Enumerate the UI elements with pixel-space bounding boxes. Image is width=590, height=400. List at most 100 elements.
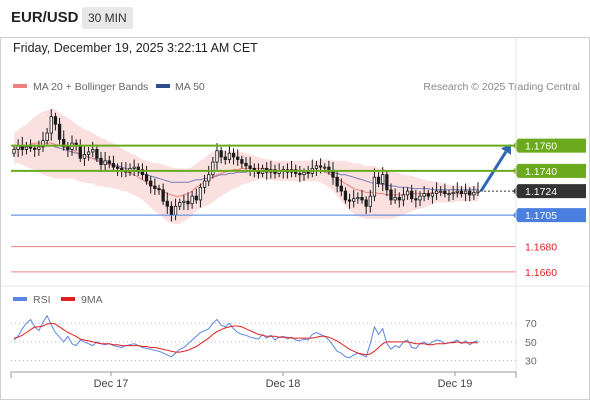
candle-body [455,190,459,193]
rsi-plot: 70 50 30 [11,314,537,368]
candle-body [231,152,236,158]
rsi-tick-30: 30 [525,356,537,368]
candle-body [24,146,29,150]
rsi-tick-70: 70 [525,318,537,330]
candle-body [227,152,232,160]
candle-body [12,149,16,154]
candle-body [202,180,207,188]
candle-body [248,165,252,169]
price-levels: 1.1760 1.1740 1.1724 1.1705 1.1680 1.1660 [11,138,586,279]
candle-body [173,205,178,216]
candle-body [53,116,58,125]
candle-body [99,157,103,165]
candle-body [430,193,435,197]
x-axis-ticks: Dec 17 Dec 18 Dec 19 [94,372,473,390]
x-tick-label: Dec 19 [438,378,473,390]
candle-body [62,138,66,148]
candle-body [78,145,82,159]
candle-body [356,197,360,200]
price-plot [12,109,512,224]
rsi-line [13,314,479,359]
candle-body [459,190,464,195]
candle-body [372,176,377,197]
level-tag-1-1760 [513,138,586,153]
candle-body [314,165,319,169]
level-tag-1-1740 [513,163,586,178]
candle-body [244,162,248,167]
level-tag-1-1724 [513,184,586,199]
candle-body [414,198,418,201]
level-tag-1-1705 [513,208,586,223]
research-credit: Research © 2025 Trading Central [423,81,580,93]
candle-body [149,180,153,187]
candle-body [389,189,393,201]
candle-body [82,154,87,159]
candle-body [45,132,49,142]
candle-body [393,197,397,201]
candle-body [418,195,422,201]
candle-body [91,149,95,153]
candle-body [447,193,451,196]
candle-body [215,150,219,163]
candle-body [381,174,385,184]
candle-body [397,197,401,201]
top-bar: EUR/USD 30 MIN [0,0,590,38]
level-label-1-1760: 1.1760 [525,141,557,153]
candle-body [368,195,372,207]
candle-body [103,160,107,165]
candle-body [240,159,244,164]
candle-body [41,140,45,148]
candle-body [194,195,198,201]
candle-body [298,173,302,176]
level-label-1-1660: 1.1660 [525,267,557,279]
candle-body [364,199,368,207]
candle-body [401,194,406,201]
x-tick-label: Dec 17 [94,378,129,390]
candle-body [347,199,352,202]
candle-body [476,190,480,193]
candle-body [219,150,223,158]
candle-body [335,176,339,187]
rsi-tick-50: 50 [525,337,537,349]
candle-body [439,190,443,193]
candle-body [236,156,240,160]
level-label-1-1705: 1.1705 [525,210,557,222]
candle-body [33,147,37,150]
datetime-label: Friday, December 19, 2025 3:22:11 AM CET [13,41,258,55]
candle-body [434,190,439,195]
candle-body [405,190,410,196]
candle-body [132,166,136,169]
candle-body [451,191,455,195]
candle-body [37,146,41,150]
level-label-1-1680: 1.1680 [525,242,557,254]
rsi-ma-line [13,322,478,356]
candle-body [28,146,33,149]
candle-body [49,116,53,134]
candle-body [190,195,194,205]
ma20-legend-label: MA 20 + Bollinger Bands [33,81,148,93]
currency-pair-title: EUR/USD [11,9,79,26]
candle-body [426,193,430,197]
candle-body [111,162,116,168]
timeframe-button[interactable]: 30 MIN [82,7,133,29]
rsi-legend-swatch [13,297,27,301]
level-label-1-1740: 1.1740 [525,166,557,178]
candle-body [165,200,169,207]
candle-body [169,205,174,216]
candle-body [66,146,70,150]
x-tick-label: Dec 18 [266,378,301,390]
candle-body [352,198,356,202]
candle-body [468,190,472,196]
candle-body [211,161,215,176]
rsi-legend-label: RSI [33,294,51,306]
candle-body [136,166,140,171]
candle-body [107,160,111,164]
candle-body [422,193,426,197]
candle-body [318,165,323,168]
candle-body [57,123,62,140]
rsi-ma-legend-swatch [61,297,75,301]
candle-body [410,190,414,200]
candle-body [86,151,91,155]
candle-body [443,190,447,195]
